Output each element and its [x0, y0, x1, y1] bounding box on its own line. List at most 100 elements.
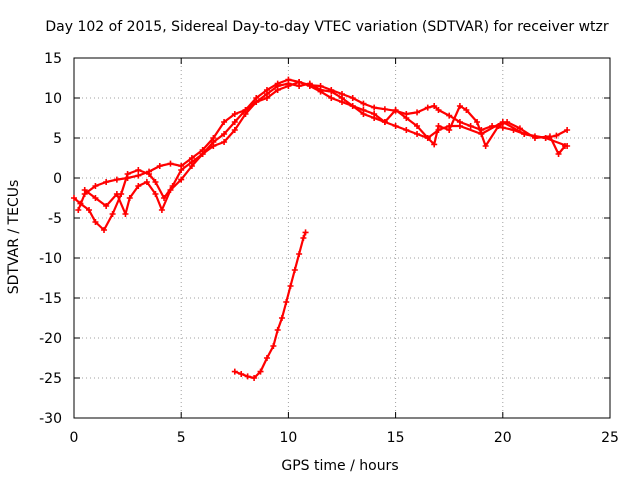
- data-point: [431, 141, 438, 148]
- data-point: [103, 203, 110, 209]
- data-point: [285, 83, 292, 89]
- data-point: [306, 83, 313, 89]
- data-point: [381, 119, 388, 125]
- y-tick-label: 5: [53, 131, 62, 147]
- data-point: [278, 315, 285, 321]
- data-point: [263, 355, 270, 361]
- data-point: [414, 109, 421, 116]
- data-point: [188, 163, 195, 169]
- data-point: [143, 179, 150, 185]
- series-track-a: [71, 76, 571, 233]
- y-tick-label: -15: [39, 291, 62, 307]
- data-point: [349, 95, 356, 101]
- data-point: [92, 183, 99, 189]
- data-point: [360, 107, 367, 113]
- data-point: [75, 207, 82, 213]
- data-point: [446, 123, 453, 129]
- data-point: [242, 111, 249, 117]
- data-point: [521, 131, 528, 137]
- data-point: [274, 327, 281, 333]
- data-point: [478, 131, 485, 137]
- x-tick-label: 15: [387, 430, 405, 446]
- series-line: [77, 82, 567, 212]
- data-point: [124, 175, 131, 181]
- tick-labels: 0 5 10 15 20 25 -30 -25 -20 -15 -10 -5 0 5 10 15: [39, 51, 619, 446]
- data-point: [392, 107, 399, 113]
- data-point: [424, 104, 431, 111]
- data-point: [103, 179, 110, 185]
- data-point: [414, 131, 421, 137]
- data-point: [381, 106, 388, 113]
- data-point: [221, 139, 228, 145]
- data-point: [251, 375, 258, 381]
- axis-ticks: [73, 57, 611, 419]
- data-point: [424, 135, 431, 141]
- x-tick-label: 0: [70, 430, 79, 446]
- data-point: [555, 151, 562, 157]
- data-point: [291, 267, 298, 273]
- data-point: [221, 119, 228, 125]
- data-point: [564, 127, 571, 133]
- y-tick-label: -30: [39, 411, 62, 427]
- data-point: [146, 168, 153, 175]
- data-point: [167, 160, 174, 167]
- data-point: [210, 143, 217, 149]
- data-point: [257, 368, 264, 375]
- data-point: [403, 127, 410, 133]
- data-point: [92, 195, 99, 201]
- data-point: [152, 179, 159, 185]
- data-point: [456, 103, 463, 109]
- data-point: [474, 119, 481, 125]
- data-point: [371, 104, 378, 111]
- data-point: [178, 176, 185, 183]
- series-line: [233, 231, 307, 380]
- data-point: [122, 211, 129, 217]
- data-point: [231, 111, 238, 117]
- data-point: [135, 172, 142, 179]
- x-axis-label: GPS time / hours: [281, 458, 398, 474]
- series-line: [72, 78, 569, 232]
- data-point: [109, 211, 116, 217]
- data-point: [482, 143, 489, 149]
- data-point: [317, 88, 324, 95]
- x-tick-label: 25: [601, 430, 619, 446]
- x-tick-label: 10: [279, 430, 297, 446]
- data-point: [188, 155, 195, 161]
- data-point: [328, 95, 335, 101]
- data-point: [283, 299, 290, 305]
- series-track-c: [81, 79, 571, 217]
- data-point: [403, 115, 410, 121]
- data-point: [113, 176, 120, 183]
- data-point: [244, 373, 251, 380]
- data-point: [446, 112, 453, 119]
- y-axis-label: SDTVAR / TECUs: [6, 180, 22, 295]
- data-point: [126, 195, 133, 201]
- data-point: [270, 343, 277, 349]
- data-point: [238, 371, 245, 377]
- data-point: [296, 79, 303, 85]
- data-point: [71, 195, 77, 201]
- data-point: [274, 87, 281, 93]
- data-point: [231, 127, 238, 133]
- data-point: [360, 100, 367, 107]
- plot-frame: [73, 57, 611, 419]
- data-point: [92, 219, 99, 225]
- series-track-d: [231, 229, 309, 381]
- data-point: [221, 131, 228, 137]
- data-point: [113, 191, 120, 197]
- data-point: [414, 123, 421, 129]
- data-point: [553, 132, 560, 139]
- data-point: [349, 103, 356, 109]
- data-point: [467, 123, 474, 129]
- data-point: [296, 251, 303, 257]
- data-point: [231, 368, 238, 375]
- data-point: [431, 103, 438, 109]
- data-point: [302, 229, 309, 236]
- grid-lines: [74, 58, 610, 418]
- data-point: [392, 123, 399, 129]
- data-point: [152, 191, 159, 197]
- data-point: [542, 135, 549, 141]
- data-point: [135, 183, 142, 189]
- data-point: [231, 119, 238, 125]
